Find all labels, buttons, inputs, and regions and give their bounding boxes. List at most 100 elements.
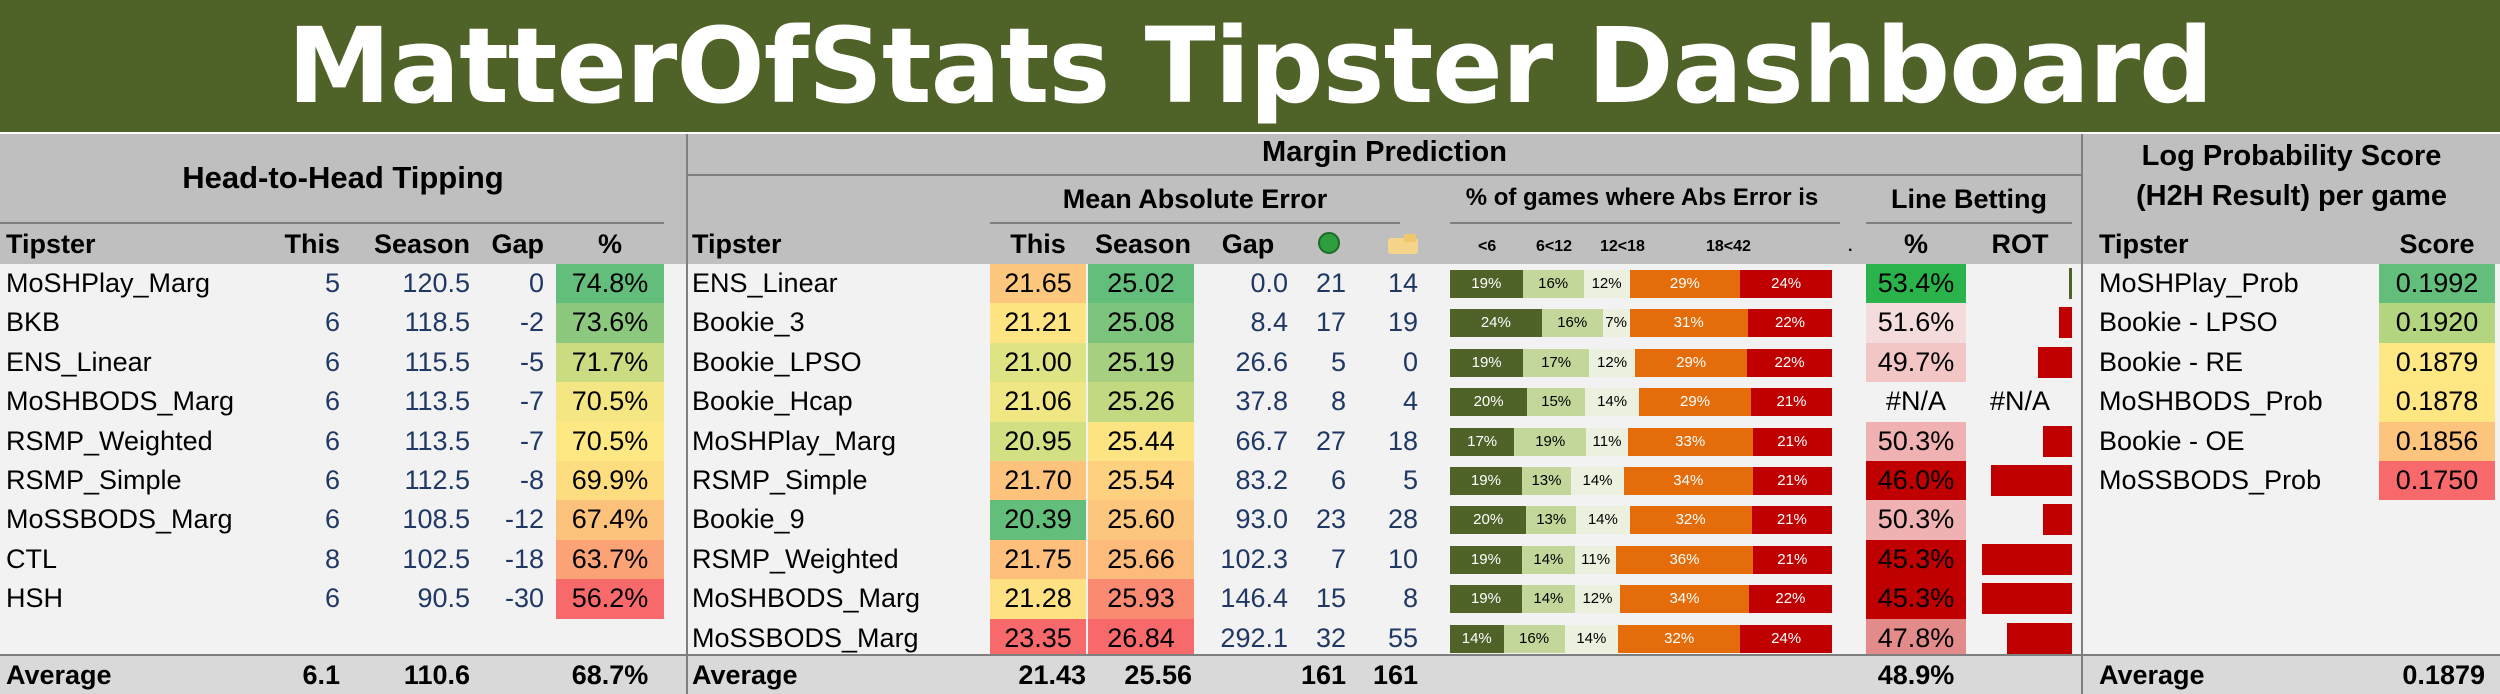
tipster-name: MoSHPlay_Marg xyxy=(6,268,211,298)
table-row: RSMP_Weighted 21.75 25.66 102.3 7 10 19% 14% 11%… xyxy=(688,539,2081,580)
correct-count: 6 xyxy=(1330,465,1346,495)
mae-gap: 93.0 xyxy=(1235,504,1288,535)
mae-this: 21.00 xyxy=(990,342,1086,383)
col-this: This xyxy=(284,229,340,259)
table-row: MoSHPlay_Marg 5 120.5 0 74.8% xyxy=(0,264,686,304)
tipster-name: RSMP_Simple xyxy=(692,465,868,495)
score-value: 0.1878 xyxy=(2379,382,2495,422)
wrong-count: 5 xyxy=(1402,465,1418,495)
wrong-count: 8 xyxy=(1402,583,1418,614)
table-row: MoSSBODS_Marg 23.35 26.84 292.1 32 55 14% 16% 14… xyxy=(688,618,2081,658)
abs-error-segment: 34% xyxy=(1620,585,1749,614)
mae-this: 21.06 xyxy=(990,382,1086,422)
tipster-name: RSMP_Weighted xyxy=(692,543,899,574)
mae-season: 25.02 xyxy=(1088,264,1194,304)
table-row: MoSSBODS_Marg 6 108.5 -12 67.4% xyxy=(0,500,686,540)
correct-count: 7 xyxy=(1330,543,1346,574)
abs-error-segment: 11% xyxy=(1586,427,1628,456)
mae-gap: 8.4 xyxy=(1250,307,1288,338)
abs-error-segment: 22% xyxy=(1748,585,1832,614)
average-score: 0.1879 xyxy=(2402,660,2485,690)
average-label: Average xyxy=(692,660,798,690)
pct-value: 70.5% xyxy=(556,421,664,461)
average-line-pct: 48.9% xyxy=(1877,660,1955,690)
correct-count: 32 xyxy=(1315,622,1346,653)
abs-error-segment: 19% xyxy=(1514,427,1587,456)
this-value: 5 xyxy=(324,268,340,298)
abs-error-segment: 12% xyxy=(1574,585,1621,614)
table-row: MoSHPlay_Marg 20.95 25.44 66.7 27 18 17% 19% 11%… xyxy=(688,421,2081,461)
rot-bar xyxy=(1991,465,2072,496)
mae-season: 25.44 xyxy=(1088,421,1194,461)
bucket-other: . xyxy=(1848,238,1853,255)
col-pct: % xyxy=(597,229,622,259)
abs-error-segment: 14% xyxy=(1450,624,1504,653)
line-pct: 47.8% xyxy=(1866,618,1966,658)
season-value: 113.5 xyxy=(404,425,470,456)
this-value: 6 xyxy=(324,504,340,535)
score-value: 0.1750 xyxy=(2379,461,2495,501)
this-value: 8 xyxy=(324,543,340,574)
abs-error-segment: 12% xyxy=(1588,348,1636,377)
table-row: RSMP_Simple 21.70 25.54 83.2 6 5 19% 13% 14% 34% 2… xyxy=(688,461,2081,501)
pct-value: 70.5% xyxy=(556,382,664,422)
gap-value: -12 xyxy=(504,504,544,535)
col-tipster: Tipster xyxy=(2099,229,2189,259)
bucket-12-18: 12<18 xyxy=(1600,238,1645,255)
abs-error-segment: 17% xyxy=(1523,348,1589,377)
pct-value: 67.4% xyxy=(556,500,664,540)
abs-error-segment: 29% xyxy=(1635,348,1748,377)
mae-season: 25.60 xyxy=(1088,500,1194,540)
divider xyxy=(688,174,2081,176)
rot-bar xyxy=(2059,307,2072,339)
rot-bar xyxy=(2043,425,2072,457)
tipster-name: MoSSBODS_Marg xyxy=(692,622,919,653)
mae-this: 21.75 xyxy=(990,539,1086,580)
col-line-pct: % xyxy=(1903,229,1928,259)
tipster-name: Bookie - RE xyxy=(2099,346,2244,377)
abs-error-segment: 32% xyxy=(1629,506,1752,535)
mae-season: 25.93 xyxy=(1088,579,1194,619)
wrong-count: 28 xyxy=(1387,504,1418,535)
green-circle-icon xyxy=(1318,232,1340,254)
col-gap: Gap xyxy=(491,229,544,259)
table-row: MoSHPlay_Prob 0.1992 xyxy=(2083,264,2500,304)
wrong-count: 14 xyxy=(1387,268,1418,298)
abs-error-segment: 21% xyxy=(1751,388,1832,417)
average-season: 110.6 xyxy=(403,660,470,690)
tipster-name: MoSHBODS_Prob xyxy=(2099,386,2323,417)
tipster-name: RSMP_Weighted xyxy=(6,425,213,456)
abs-error-segment: 15% xyxy=(1527,388,1586,417)
col-score: Score xyxy=(2399,229,2475,259)
logprob-title-1: Log Probability Score xyxy=(2141,140,2442,172)
abs-error-segment: 24% xyxy=(1450,309,1542,338)
table-row: MoSHBODS_Marg 21.28 25.93 146.4 15 8 19% 14% 12%… xyxy=(688,579,2081,619)
logprob-title-2: (H2H Result) per game xyxy=(2135,180,2447,212)
folder-hand-icon xyxy=(1388,234,1418,254)
abs-error-segment: 16% xyxy=(1541,309,1603,338)
margin-panel: Margin Prediction Mean Absolute Error % … xyxy=(688,134,2081,694)
average-this: 6.1 xyxy=(302,660,340,690)
table-row: HSH 6 90.5 -30 56.2% xyxy=(0,579,686,619)
correct-count: 23 xyxy=(1315,504,1346,535)
mae-season: 25.08 xyxy=(1088,303,1194,343)
margin-average-row: Average 21.43 25.56 161 161 48.9% xyxy=(688,654,2081,694)
mae-gap: 146.4 xyxy=(1220,583,1288,614)
mae-season: 25.54 xyxy=(1088,461,1194,501)
tipster-name: Bookie_3 xyxy=(692,307,805,338)
abs-error-segment: 17% xyxy=(1450,427,1515,456)
abs-error-segment: 14% xyxy=(1571,467,1624,495)
tipster-name: Bookie_Hcap xyxy=(692,386,853,417)
season-value: 118.5 xyxy=(404,307,470,338)
table-row: Bookie_9 20.39 25.60 93.0 23 28 20% 13% 14% 32% 21… xyxy=(688,500,2081,540)
abs-error-segment: 11% xyxy=(1574,545,1617,574)
mae-season: 25.19 xyxy=(1088,342,1194,383)
line-pct: 53.4% xyxy=(1866,264,1966,304)
season-value: 90.5 xyxy=(417,583,470,614)
tipster-name: ENS_Linear xyxy=(692,268,838,298)
correct-count: 5 xyxy=(1330,346,1346,377)
table-row: Bookie_Hcap 21.06 25.26 37.8 8 4 20% 15% 14% 29% 2… xyxy=(688,382,2081,422)
col-season: Season xyxy=(1094,229,1192,259)
abs-error-segment: 19% xyxy=(1450,270,1523,298)
dashboard-banner: MatterOfStats Tipster Dashboard xyxy=(0,0,2500,132)
